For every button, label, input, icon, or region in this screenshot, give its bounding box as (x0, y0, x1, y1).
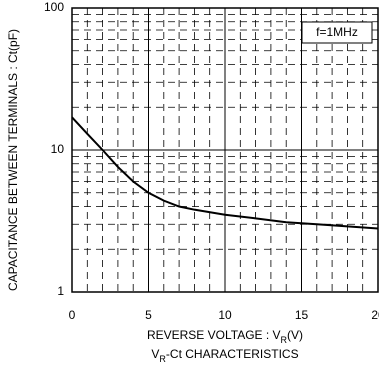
y-tick-label: 1 (57, 284, 64, 298)
plot-frame (71, 7, 379, 293)
data-line (71, 116, 379, 230)
chart-title-part: -Ct CHARACTERISTICS (166, 347, 299, 361)
y-tick-label: 100 (44, 0, 64, 14)
x-tick-label: 5 (145, 308, 152, 322)
x-tick-label: 0 (69, 308, 76, 322)
x-axis-label: REVERSE VOLTAGE : VR(V) (147, 328, 303, 345)
x-tick-label: 20 (371, 308, 379, 322)
annotation: f=1MHz (316, 25, 358, 39)
y-tick-label: 10 (51, 142, 65, 156)
chart-title-part: R (159, 354, 166, 364)
chart-title-part: V (151, 347, 159, 361)
x-tick-label: 10 (218, 308, 232, 322)
x-axis-label-part: (V) (287, 328, 303, 342)
x-tick-label: 15 (295, 308, 309, 322)
chart-title: VR-Ct CHARACTERISTICS (151, 347, 298, 364)
x-axis-label-part: REVERSE VOLTAGE : V (147, 328, 281, 342)
annotation-box (301, 21, 373, 44)
y-axis-label: CAPACITANCE BETWEEN TERMINALS : Ct(pF) (6, 29, 20, 291)
x-axis-label-part: R (281, 335, 288, 345)
